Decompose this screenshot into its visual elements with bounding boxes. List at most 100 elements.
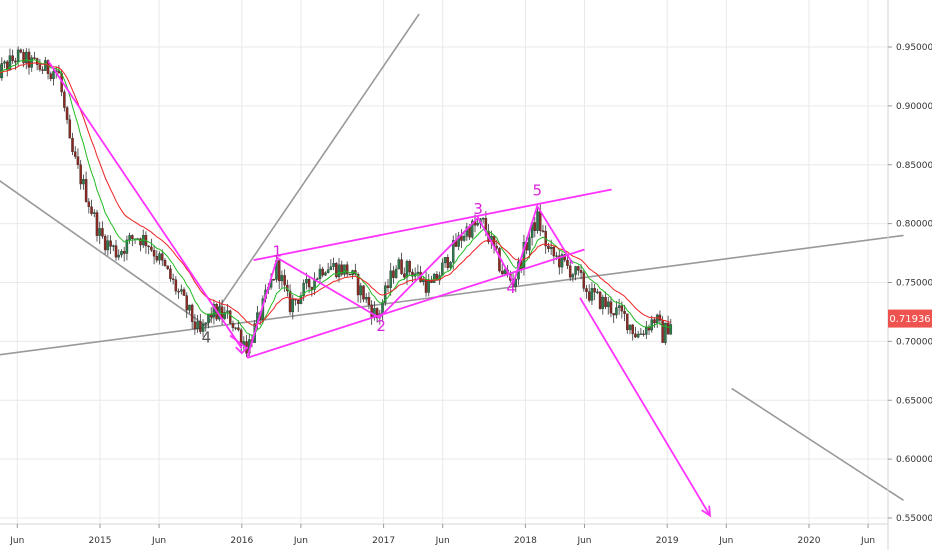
channel-line (246, 248, 585, 359)
candle-body (392, 270, 395, 278)
candle-body (394, 268, 398, 278)
channel-line (253, 188, 612, 262)
candle-body (223, 312, 227, 319)
candle-body (188, 304, 191, 311)
time-tick-label: Jun (9, 536, 24, 546)
candle-body (150, 246, 153, 251)
candle-body (446, 257, 450, 268)
last-price-badge (888, 309, 932, 328)
candle-body (171, 278, 175, 280)
candle-body (582, 272, 586, 289)
candle-body (95, 212, 99, 236)
candle-body (106, 240, 110, 251)
candle-body (343, 264, 346, 275)
moving-averages (0, 58, 671, 337)
time-tick-label: Jun (293, 536, 308, 546)
candle-body (90, 206, 93, 214)
candle-body (367, 297, 371, 306)
candle-body (411, 271, 414, 277)
candle-body (528, 237, 531, 251)
last-price-label: 0.71936 (889, 314, 930, 325)
candle-body (362, 285, 365, 300)
candle-body (27, 51, 31, 68)
candle-body (337, 264, 341, 278)
candle-body (533, 222, 537, 231)
candle-body (579, 270, 583, 273)
candle-body (71, 138, 74, 152)
wave-label: 2 (376, 317, 386, 335)
candle-body (147, 245, 150, 248)
candle-body (152, 249, 156, 257)
candle-body (114, 245, 118, 258)
candle-body (19, 49, 23, 53)
time-axis: Jun 2015 Jun 2016 Jun 2017 Jun 2018 Jun 2019 Jun 20… (9, 524, 875, 546)
candle-body (65, 107, 69, 120)
candle-body (620, 305, 624, 312)
wave-label: 5 (532, 181, 542, 199)
candle-body (161, 253, 164, 261)
candle-body (63, 91, 66, 108)
candle-body (33, 57, 36, 59)
candle-body (590, 288, 594, 301)
candle-body (593, 288, 596, 293)
candle-body (541, 230, 545, 232)
last-price-marker: 0.71936 (888, 309, 932, 328)
candle-body (642, 333, 645, 335)
candle-body (566, 259, 569, 266)
candle-body (207, 313, 210, 323)
candle-body (22, 52, 25, 64)
candle-body (359, 285, 363, 296)
time-tick-label: 2016 (230, 536, 253, 546)
candle-body (280, 275, 284, 282)
candle-body (664, 322, 667, 343)
candle-body (653, 319, 656, 324)
projection-arrow-head (701, 505, 712, 518)
price-tick-label: 0.80000 (896, 220, 932, 230)
candle-body (375, 308, 379, 319)
candle-body (87, 201, 91, 207)
price-tick-label: 0.70000 (896, 337, 932, 347)
candle-body (552, 246, 556, 257)
candle-body (49, 73, 53, 80)
candle-body (318, 268, 322, 279)
candle-body (645, 326, 648, 335)
candle-body (272, 278, 276, 281)
channel-line (229, 334, 248, 350)
trend-line (731, 387, 904, 502)
candle-body (226, 310, 229, 313)
candle-body (68, 119, 72, 139)
candle-body (451, 240, 455, 263)
candle-body (441, 262, 444, 276)
candle-body (177, 290, 180, 293)
candle-body (237, 327, 240, 330)
candle-body (199, 321, 202, 332)
wave-path (246, 203, 574, 359)
candle-body (321, 268, 324, 276)
candle-body (587, 291, 591, 301)
candle-body (307, 279, 311, 288)
candle-body (634, 333, 637, 338)
price-axis: 0.95000 0.90000 0.85000 0.80000 0.75000 0.700… (888, 43, 932, 524)
price-tick-label: 0.65000 (896, 396, 932, 406)
candle-body (623, 310, 626, 314)
candle-body (465, 226, 469, 237)
candle-body (128, 235, 131, 241)
candle-body (536, 211, 539, 231)
candle-body (403, 273, 406, 278)
candle-body (577, 266, 580, 271)
candle-body (155, 256, 159, 261)
price-tick-label: 0.95000 (896, 43, 932, 53)
candle-body (101, 228, 104, 237)
candle-body (329, 266, 333, 270)
candle-body (639, 333, 643, 335)
candle-body (11, 55, 14, 62)
candle-body (596, 291, 599, 294)
candle-body (332, 263, 335, 267)
candle-body (495, 245, 498, 249)
candle-body (514, 278, 518, 287)
candle-body (604, 296, 607, 308)
candle-body (174, 279, 178, 292)
candle-body (109, 240, 112, 247)
candle-body (626, 313, 629, 331)
